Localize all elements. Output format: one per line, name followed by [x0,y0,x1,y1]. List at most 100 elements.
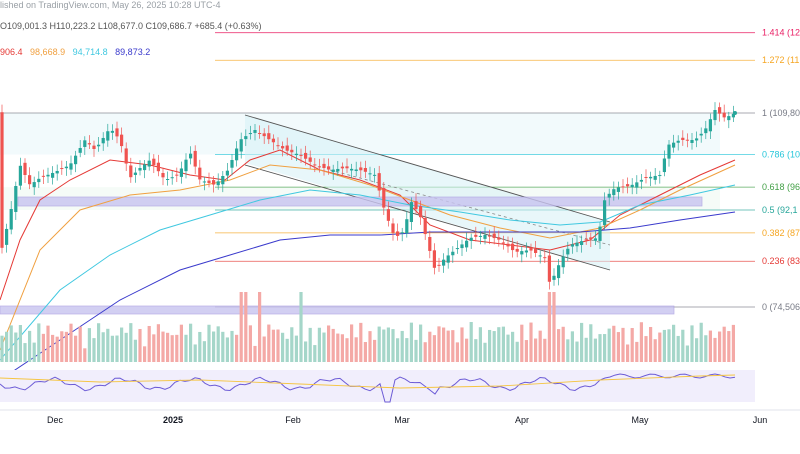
candle-body [106,131,110,141]
volume-bar [630,328,634,362]
candle-body [340,166,344,169]
volume-bar [322,332,326,362]
candle-body [138,168,142,171]
volume-bar [511,331,515,362]
time-axis-label: Dec [47,415,64,425]
candle-body [478,235,482,237]
candle-body [299,154,303,156]
volume-bar [621,327,625,362]
candle-body [566,248,570,255]
candle-body [428,236,432,251]
candle-body [322,163,326,168]
candle-body [501,242,505,244]
ma-value-1: 906.4 [0,47,23,57]
candle-body [294,153,298,156]
candle-body [593,238,597,241]
volume-bar [543,338,547,362]
volume-bar [626,344,630,362]
volume-bar [37,323,41,362]
volume-bar [681,329,685,362]
volume-bar [589,324,593,362]
candle-body [271,138,275,143]
candle-body [354,169,358,172]
volume-bar [377,326,381,362]
candle-body [524,250,528,253]
volume-bar [55,336,59,362]
candle-body [359,167,363,171]
volume-bar [0,335,4,362]
candle-body [699,133,703,136]
volume-bar [253,345,257,362]
candle-body [327,166,331,170]
volume-bar [212,331,216,362]
candle-body [382,188,386,208]
candle-body [469,237,473,241]
candle-body [474,234,478,237]
candle-body [534,248,538,253]
volume-bar [428,331,432,362]
volume-bar [244,292,248,362]
volume-bar [64,331,68,362]
volume-bar [644,336,648,362]
candle-body [216,181,220,186]
chart-header: lished on TradingView.com, May 26, 2025 … [0,0,800,57]
candle-body [55,170,59,174]
volume-bar [115,335,119,362]
candle-body [5,228,9,245]
candle-body [147,160,151,167]
volume-bar [304,341,308,362]
volume-bar [327,325,331,362]
candle-body [189,153,193,159]
candle-body [446,255,450,263]
candle-body [304,152,308,159]
candle-body [350,168,354,171]
volume-bar [133,339,137,362]
volume-bar [607,328,611,362]
volume-bar [603,334,607,362]
candle-body [18,165,22,186]
candle-body [561,256,565,268]
candle-body [124,148,128,164]
candle-body [235,148,239,161]
volume-bar [175,334,179,362]
candle-body [166,179,170,180]
volume-bar [405,338,409,362]
volume-bar [92,338,96,362]
volume-bar [598,334,602,362]
volume-bar [557,329,561,362]
fib-label: 1.414 (12 [762,28,800,38]
volume-bar [708,330,712,362]
volume-bar [552,292,556,362]
volume-bar [685,345,689,362]
volume-bar [9,325,13,362]
candle-body [511,243,515,251]
volume-bar [225,337,229,362]
volume-bar [529,322,533,362]
volume-bar [437,326,441,362]
volume-bar [653,339,657,362]
fib-label: 0.5 (92,1 [762,205,798,215]
volume-bar [202,341,206,362]
candle-body [557,265,561,279]
ohlc-readout: O109,001.3 H110,223.2 L108,677.0 C109,68… [0,21,262,31]
volume-bar [506,334,510,362]
volume-bar [538,330,542,362]
volume-bar [672,324,676,362]
volume-bar [570,331,574,362]
candle-body [37,178,41,183]
volume-bar [166,332,170,362]
volume-bar [359,322,363,362]
candle-body [9,209,13,230]
volume-bar [460,327,464,362]
volume-bar [524,340,528,362]
candle-body [653,175,657,180]
volume-bar [230,330,234,362]
candle-body [667,144,671,159]
candle-body [221,176,225,185]
candle-body [681,137,685,140]
volume-bar [584,337,588,362]
candle-body [727,116,731,121]
candle-body [317,166,321,168]
candle-body [198,167,202,180]
